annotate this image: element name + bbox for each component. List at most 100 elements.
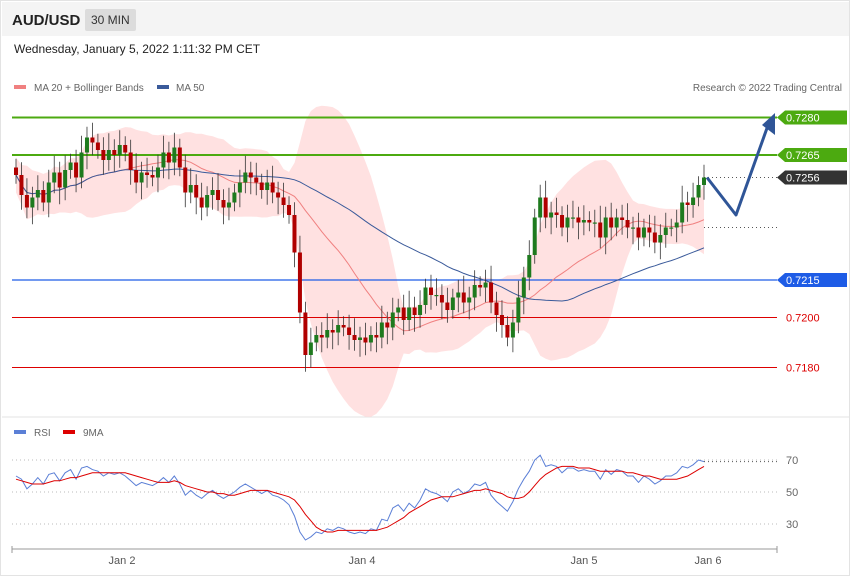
chart-datetime: Wednesday, January 5, 2022 1:11:32 PM CE… [14, 42, 261, 56]
rsi-9ma-line [15, 465, 705, 533]
bullish-candle [418, 305, 423, 315]
bullish-candle [325, 330, 330, 338]
forecast-arrow-line [705, 121, 771, 217]
x-tick-label: Jan 6 [695, 555, 722, 567]
bearish-candle [489, 282, 494, 303]
bearish-candle [385, 322, 390, 328]
bullish-candle [390, 312, 395, 328]
bearish-candle [270, 182, 275, 193]
bearish-candle [145, 172, 150, 175]
bullish-candle [641, 227, 646, 238]
bullish-candle [631, 227, 636, 229]
bullish-candle [680, 202, 685, 223]
bearish-candle [560, 215, 565, 228]
bearish-candle [543, 197, 548, 218]
bullish-candle [423, 287, 428, 305]
bearish-candle [330, 330, 335, 333]
bullish-candle [516, 297, 521, 323]
bearish-candle [439, 295, 444, 303]
bearish-candle [647, 227, 652, 233]
bearish-candle [297, 252, 302, 313]
bearish-candle [461, 292, 466, 303]
bearish-candle [609, 217, 614, 228]
rsi-tick-50: 50 [786, 487, 798, 499]
bullish-candle [581, 220, 586, 223]
ma50-legend-swatch [157, 85, 169, 89]
bearish-candle [499, 315, 504, 325]
bearish-candle [303, 312, 308, 355]
rsi-line [15, 454, 705, 541]
bullish-candle [658, 235, 663, 243]
bullish-candle [161, 152, 166, 168]
bearish-candle [401, 307, 406, 320]
bearish-candle [412, 307, 417, 315]
bullish-candle [265, 182, 270, 190]
bullish-candle [450, 297, 455, 310]
bearish-candle [598, 222, 603, 238]
bearish-candle [281, 197, 286, 205]
bullish-candle [510, 322, 515, 338]
support-label-5: 0.7180 [786, 363, 820, 375]
bearish-candle [166, 152, 171, 163]
bullish-candle [117, 145, 122, 155]
bearish-candle [685, 202, 690, 205]
bullish-candle [308, 342, 313, 355]
resistance-label-1: 0.7265 [786, 150, 820, 162]
bearish-candle [150, 175, 155, 178]
ma20-legend-label: MA 20 + Bollinger Bands [34, 83, 144, 94]
x-tick-label: Jan 5 [571, 555, 598, 567]
bearish-candle [363, 337, 368, 343]
timeframe-badge[interactable]: 30 MIN [85, 9, 136, 31]
bullish-candle [538, 197, 543, 218]
bullish-candle [106, 150, 111, 160]
bearish-candle [341, 325, 346, 328]
candles [14, 122, 706, 372]
bearish-candle [576, 217, 581, 223]
bearish-candle [352, 335, 357, 340]
bullish-candle [243, 172, 248, 183]
price-levels [12, 116, 777, 368]
x-tick-label: Jan 2 [109, 555, 136, 567]
bullish-candle [434, 295, 439, 297]
support-label-4: 0.7200 [786, 313, 820, 325]
bearish-candle [347, 327, 352, 335]
bearish-candle [112, 150, 117, 155]
bearish-candle [620, 217, 625, 220]
bearish-candle [134, 170, 139, 183]
header-bar: AUD/USD 30 MIN [2, 2, 849, 36]
bullish-candle [139, 172, 144, 183]
bearish-candle [478, 285, 483, 288]
bearish-candle [128, 152, 133, 170]
rsi-pane: 30 50 70 [12, 454, 798, 541]
bearish-candle [24, 195, 29, 208]
current-label-2: 0.7256 [786, 173, 820, 185]
bullish-candle [456, 292, 461, 298]
bearish-candle [248, 172, 253, 178]
rsi-legend-label: RSI [34, 428, 51, 439]
bearish-candle [287, 205, 292, 215]
bullish-candle [614, 217, 619, 228]
bullish-candle [172, 147, 177, 163]
x-tick-label: Jan 4 [349, 555, 376, 567]
bearish-candle [652, 232, 657, 243]
bullish-candle [603, 217, 608, 238]
bearish-candle [95, 142, 100, 150]
bullish-candle [669, 227, 674, 229]
bullish-candle [702, 177, 706, 185]
bearish-candle [194, 185, 199, 198]
bearish-candle [292, 215, 297, 253]
bullish-candle [696, 185, 701, 198]
ma9-legend-swatch [63, 430, 75, 434]
bullish-candle [549, 212, 554, 218]
ma20-legend-swatch [14, 85, 26, 89]
bearish-candle [636, 227, 641, 238]
bollinger-bands [16, 105, 704, 417]
bullish-candle [188, 185, 193, 193]
bearish-candle [445, 302, 450, 310]
bullish-candle [210, 190, 215, 195]
bearish-candle [123, 145, 128, 153]
rsi-tick-30: 30 [786, 519, 798, 531]
bearish-candle [276, 192, 281, 198]
bearish-candle [14, 167, 18, 175]
